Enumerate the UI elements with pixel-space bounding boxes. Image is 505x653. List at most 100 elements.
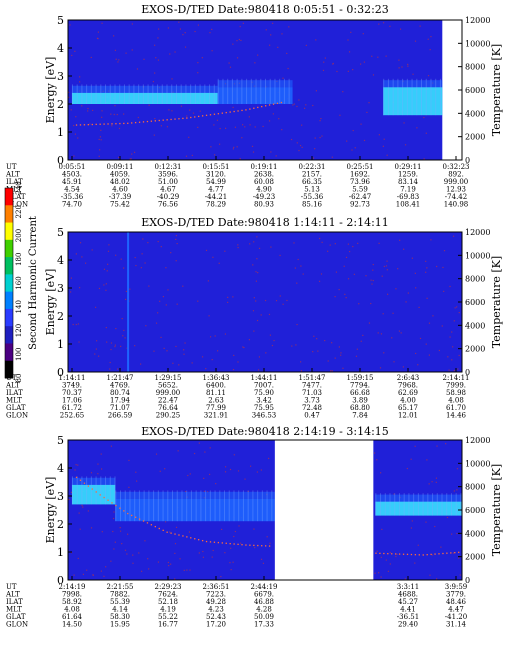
noise-dot (435, 481, 437, 483)
noise-dot (81, 504, 83, 507)
y-tick-label: 2 (57, 310, 64, 323)
row-value: 7223. (206, 591, 226, 599)
band-striation (222, 78, 224, 104)
trace-point (272, 103, 275, 105)
noise-dot (293, 242, 295, 244)
noise-dot (232, 106, 234, 109)
noise-dot (298, 99, 300, 101)
noise-dot (180, 105, 183, 107)
noise-dot (176, 303, 178, 305)
noise-dot (164, 468, 166, 470)
noise-dot (68, 498, 70, 501)
row-label-alt: ALT (5, 591, 20, 599)
noise-dot (404, 578, 406, 580)
noise-dot (449, 285, 451, 288)
noise-dot (137, 116, 139, 119)
trace-point (438, 553, 440, 555)
y-tick-label: 3 (57, 70, 64, 83)
noise-dot (140, 267, 142, 269)
energy-band-halo (217, 80, 293, 88)
band-striation (430, 78, 432, 116)
band-striation (439, 78, 441, 116)
panel-3: EXOS-D/TED Date:980418 2:14:19 - 3:14:15… (5, 425, 503, 629)
row-value: 4.67 (160, 186, 176, 194)
row-value: 7.84 (352, 412, 368, 420)
noise-dot (211, 28, 213, 31)
noise-dot (385, 55, 387, 57)
row-value: 48.02 (110, 178, 130, 186)
band-striation (76, 84, 78, 104)
noise-dot (378, 242, 380, 244)
noise-dot (339, 114, 341, 116)
noise-dot (331, 342, 333, 344)
trace-point (127, 512, 129, 515)
noise-dot (393, 493, 395, 495)
noise-dot (443, 290, 445, 293)
noise-dot (123, 329, 125, 332)
noise-dot (103, 575, 105, 577)
trace-point (190, 116, 192, 119)
row-value: -35.36 (61, 193, 84, 201)
noise-dot (115, 327, 117, 330)
row-value: 49.28 (206, 598, 226, 606)
row-value: 892. (448, 171, 464, 179)
row-value: 4.47 (448, 606, 464, 614)
noise-dot (287, 67, 289, 70)
energy-band (71, 92, 218, 104)
noise-dot (114, 105, 116, 107)
noise-dot (429, 49, 431, 51)
row-value: -55.36 (301, 193, 324, 201)
noise-dot (410, 527, 413, 529)
noise-dot (172, 362, 174, 364)
noise-dot (279, 295, 281, 297)
row-value: 71.07 (110, 404, 130, 412)
noise-dot (436, 578, 438, 580)
noise-dot (320, 118, 322, 120)
row-value: 7968. (398, 382, 418, 390)
noise-dot (359, 63, 362, 65)
noise-dot (98, 287, 101, 290)
noise-dot (260, 314, 262, 316)
noise-dot (360, 340, 362, 342)
band-striation (199, 84, 201, 104)
noise-dot (229, 66, 232, 68)
row-value: 7998. (62, 591, 82, 599)
noise-dot (145, 325, 147, 327)
noise-dot (291, 345, 293, 347)
noise-dot (243, 346, 245, 349)
row-value: 3.89 (352, 397, 368, 405)
noise-dot (305, 44, 307, 46)
band-striation (128, 84, 130, 104)
noise-dot (227, 296, 229, 298)
trace-point (229, 111, 231, 113)
band-striation (224, 490, 226, 522)
trace-point (375, 552, 377, 554)
trace-point (265, 545, 267, 547)
band-striation (186, 490, 188, 522)
trace-point (398, 553, 401, 555)
noise-dot (175, 234, 177, 237)
noise-dot (456, 306, 458, 308)
y-tick-label: 5 (57, 226, 64, 239)
noise-dot (336, 70, 338, 73)
noise-dot (68, 91, 70, 93)
noise-dot (431, 481, 433, 483)
trace-point (198, 115, 200, 118)
noise-dot (410, 458, 412, 460)
noise-dot (138, 552, 140, 554)
noise-dot (184, 342, 186, 344)
noise-dot (168, 565, 170, 567)
row-label-glat: GLAT (6, 613, 26, 621)
noise-dot (141, 253, 143, 255)
noise-dot (256, 258, 258, 260)
noise-dot (430, 239, 432, 241)
noise-dot (371, 55, 373, 57)
noise-dot (127, 533, 129, 535)
band-striation (161, 84, 163, 104)
noise-dot (105, 289, 107, 291)
trace-point (209, 114, 212, 116)
row-value: 4.00 (400, 397, 416, 405)
y2-axis-label: Temperature [K] (490, 464, 503, 556)
band-striation (413, 493, 415, 516)
noise-dot (68, 96, 70, 98)
